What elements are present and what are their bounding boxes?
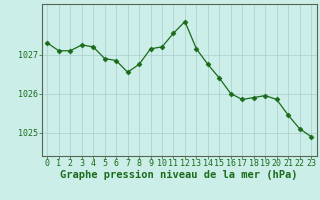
X-axis label: Graphe pression niveau de la mer (hPa): Graphe pression niveau de la mer (hPa) <box>60 170 298 180</box>
